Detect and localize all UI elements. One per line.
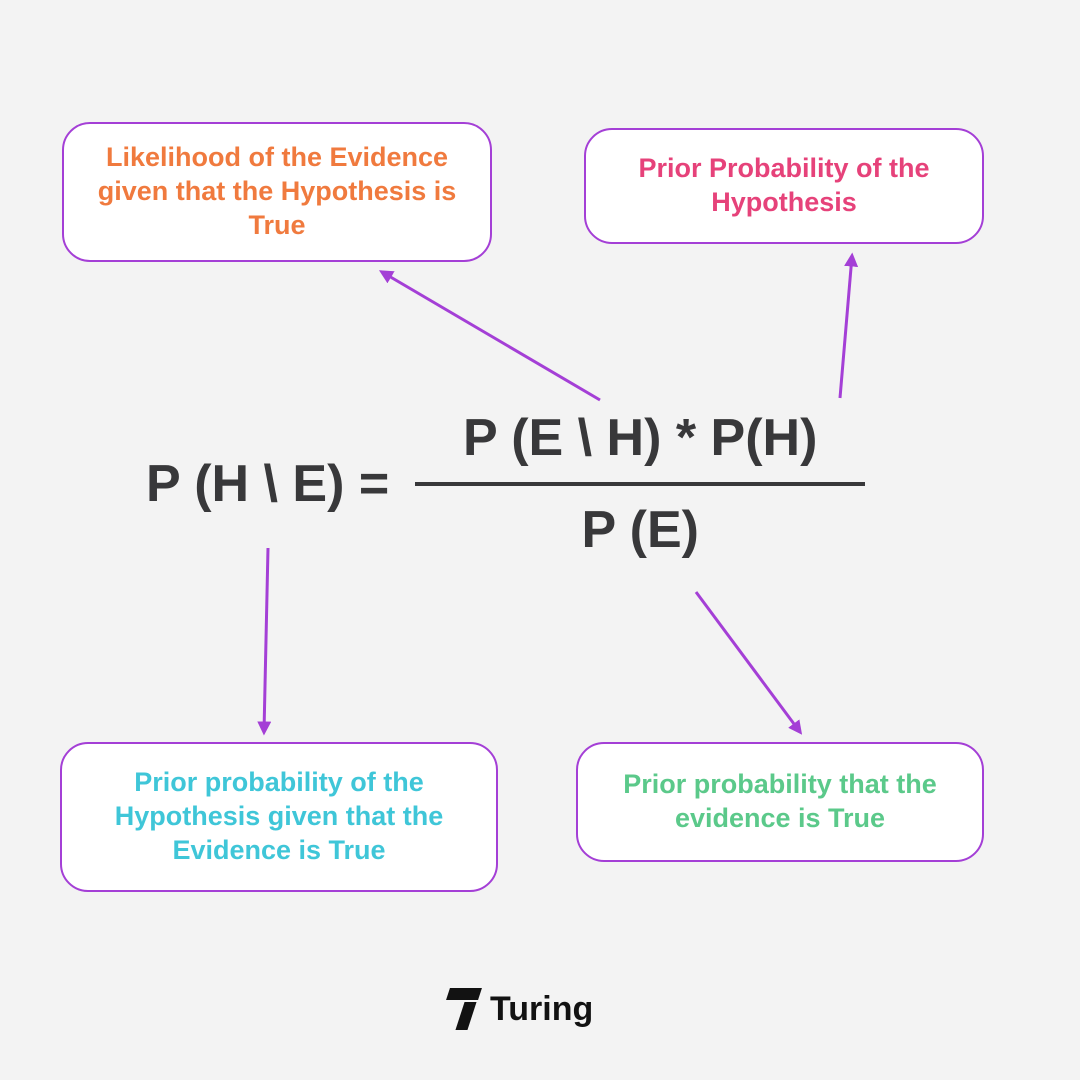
formula-numerator: P (E \ H) * P(H) — [463, 408, 817, 468]
callout-posterior: Prior probability of the Hypothesis give… — [60, 742, 498, 892]
formula-rhs: P (E \ H) * P(H) P (E) — [415, 408, 865, 560]
callout-likelihood: Likelihood of the Evidence given that th… — [62, 122, 492, 262]
callout-likelihood-text: Likelihood of the Evidence given that th… — [90, 141, 464, 242]
brand-logo-icon — [448, 988, 480, 1030]
callout-posterior-text: Prior probability of the Hypothesis give… — [88, 766, 470, 867]
callout-prior-hypothesis-text: Prior Probability of the Hypothesis — [612, 152, 956, 220]
callout-evidence: Prior probability that the evidence is T… — [576, 742, 984, 862]
fraction-bar — [415, 482, 865, 486]
brand-logo: Turing — [448, 988, 593, 1030]
formula-denominator: P (E) — [581, 500, 699, 560]
brand-logo-text: Turing — [490, 990, 593, 1029]
arrow-to-likelihood — [382, 272, 600, 400]
bayes-formula: P (H \ E) = P (E \ H) * P(H) P (E) — [146, 408, 865, 560]
callout-evidence-text: Prior probability that the evidence is T… — [604, 768, 956, 836]
callout-prior-hypothesis: Prior Probability of the Hypothesis — [584, 128, 984, 244]
arrow-to-posterior — [264, 548, 268, 732]
arrow-to-evidence — [696, 592, 800, 732]
arrow-to-prior-hypothesis — [840, 256, 852, 398]
formula-lhs: P (H \ E) = — [146, 454, 389, 514]
